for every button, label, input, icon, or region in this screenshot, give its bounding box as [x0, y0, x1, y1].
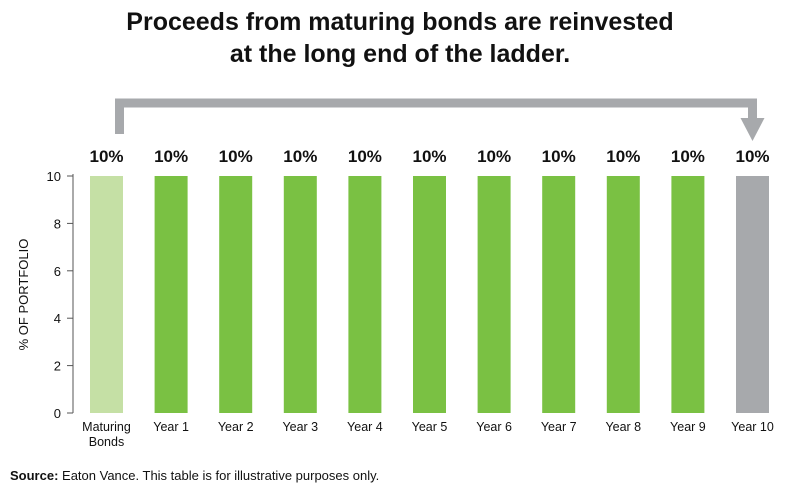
x-tick-label: Year 10	[731, 420, 774, 434]
source-label: Source:	[10, 468, 59, 483]
bar	[413, 176, 446, 413]
source-note: Source: Eaton Vance. This table is for i…	[10, 468, 379, 483]
data-labels: 10% 10% 10% 10% 10% 10% 10% 10% 10% 10% 10%	[89, 147, 769, 166]
bar-value-label: 10%	[671, 147, 705, 166]
bar-value-label: 10%	[477, 147, 511, 166]
arrow-path	[115, 98, 757, 134]
x-tick-label: Year 4	[347, 420, 383, 434]
x-tick-label: Year 6	[476, 420, 512, 434]
reinvest-arrow	[115, 98, 765, 141]
x-tick-label: Year 2	[218, 420, 254, 434]
y-axis-label: % OF PORTFOLIO	[16, 239, 31, 351]
y-tick-label: 4	[54, 311, 61, 326]
bar	[477, 176, 511, 413]
bar-series	[90, 176, 769, 413]
bar-value-label: 10%	[89, 147, 123, 166]
bar-value-label: 10%	[154, 147, 188, 166]
x-tick-label: Maturing	[82, 420, 131, 434]
bar-value-label: 10%	[542, 147, 576, 166]
y-tick-label: 8	[54, 216, 61, 231]
y-tick-label: 6	[54, 264, 61, 279]
bar	[542, 176, 576, 413]
x-tick-label: Year 7	[541, 420, 577, 434]
bar	[671, 176, 705, 413]
bar-value-label: 10%	[219, 147, 253, 166]
x-tick-label: Year 3	[282, 420, 318, 434]
bar	[154, 176, 188, 413]
bar	[606, 176, 640, 413]
x-tick-label: Bonds	[89, 435, 124, 449]
bar-value-label: 10%	[283, 147, 317, 166]
title-line-2: at the long end of the ladder.	[229, 40, 571, 68]
bar	[283, 176, 317, 413]
x-tick-label: Year 8	[605, 420, 641, 434]
bar-value-label: 10%	[412, 147, 446, 166]
bar	[90, 176, 123, 413]
chart-axes: 0 2 4 6 8 10 % OF PORTFOLIO	[16, 169, 74, 421]
title-line-1: Proceeds from maturing bonds are reinves…	[126, 8, 674, 36]
bar	[219, 176, 253, 413]
x-tick-label: Year 5	[412, 420, 448, 434]
y-tick-label: 2	[54, 359, 61, 374]
x-tick-label: Year 1	[153, 420, 189, 434]
arrow-head	[740, 118, 765, 141]
y-tick-label: 10	[47, 169, 61, 184]
source-text: Eaton Vance. This table is for illustrat…	[62, 468, 380, 483]
chart-title: Proceeds from maturing bonds are reinves…	[0, 6, 800, 70]
bar-value-label: 10%	[735, 147, 769, 166]
bar	[348, 176, 382, 413]
y-tick-label: 0	[54, 406, 61, 421]
bar	[736, 176, 769, 413]
x-tick-label: Year 9	[670, 420, 706, 434]
bar-value-label: 10%	[606, 147, 640, 166]
bar-value-label: 10%	[348, 147, 382, 166]
